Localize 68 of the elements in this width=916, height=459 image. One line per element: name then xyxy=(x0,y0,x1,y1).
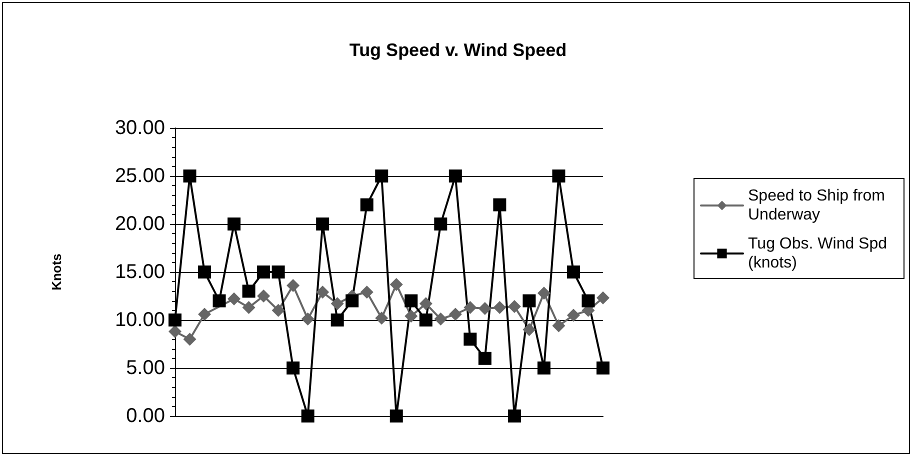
point xyxy=(434,218,448,230)
point xyxy=(272,304,285,317)
point xyxy=(508,300,521,314)
point xyxy=(390,278,403,291)
point xyxy=(360,198,374,212)
point xyxy=(272,266,285,278)
point xyxy=(228,292,241,306)
point xyxy=(301,410,314,422)
point xyxy=(316,286,330,299)
point xyxy=(464,301,477,314)
chart-title: Tug Speed v. Wind Speed xyxy=(349,40,567,60)
point xyxy=(522,323,536,336)
point xyxy=(257,266,270,278)
point xyxy=(212,294,226,308)
point xyxy=(566,308,580,322)
point xyxy=(552,319,566,332)
legend-label: Speed to Ship from Underway xyxy=(748,188,890,224)
point xyxy=(286,362,300,374)
point xyxy=(198,266,212,278)
point xyxy=(434,312,448,326)
point xyxy=(478,302,492,315)
point xyxy=(493,301,506,314)
point xyxy=(493,198,506,212)
point xyxy=(330,297,344,310)
y-tick-label: 30.00 xyxy=(114,117,165,139)
point xyxy=(183,170,196,182)
point xyxy=(330,314,344,326)
y-tick-label: 25.00 xyxy=(114,165,165,187)
point xyxy=(404,310,418,323)
point xyxy=(478,352,492,365)
y-tick-label: 20.00 xyxy=(114,213,165,235)
point xyxy=(316,218,330,230)
point xyxy=(242,301,256,314)
point xyxy=(522,294,536,308)
point xyxy=(390,410,403,422)
point xyxy=(242,284,256,298)
point xyxy=(183,332,196,346)
point xyxy=(375,312,388,325)
point xyxy=(566,266,580,278)
point xyxy=(464,332,477,346)
point xyxy=(508,410,521,422)
point xyxy=(596,291,610,304)
legend-label: Tug Obs. Wind Spd (knots) xyxy=(748,236,892,272)
y-tick-label: 5.00 xyxy=(126,357,165,379)
y-axis-title: Knots xyxy=(49,254,64,290)
point xyxy=(168,314,182,326)
y-tick-label: 10.00 xyxy=(114,309,165,331)
point xyxy=(582,294,595,308)
point xyxy=(228,218,241,230)
point xyxy=(537,362,550,374)
point xyxy=(448,308,462,321)
point xyxy=(257,290,270,302)
point xyxy=(301,312,314,326)
y-tick-label: 0.00 xyxy=(126,405,165,427)
point xyxy=(375,170,388,182)
point xyxy=(448,170,462,182)
y-tick-label: 15.00 xyxy=(114,261,165,283)
point xyxy=(404,294,418,308)
point xyxy=(552,170,566,182)
point xyxy=(537,286,550,300)
point xyxy=(360,286,374,299)
point xyxy=(596,362,610,374)
point xyxy=(419,314,432,326)
point xyxy=(346,294,359,308)
point xyxy=(286,278,300,292)
point xyxy=(198,308,212,321)
point xyxy=(419,297,432,310)
point xyxy=(168,325,182,338)
